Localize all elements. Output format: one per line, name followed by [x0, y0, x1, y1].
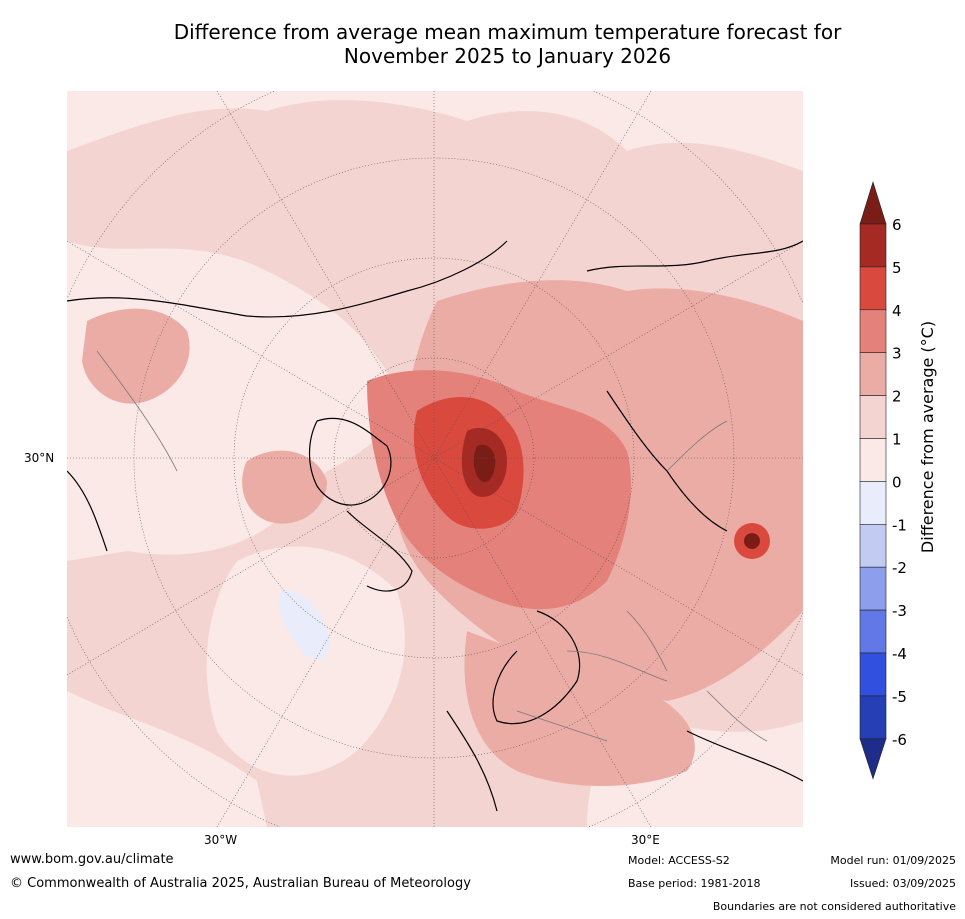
lon-label-30w: 30°W — [204, 833, 238, 847]
colorbar-tick-label: 5 — [892, 259, 902, 277]
colorbar-swatch — [859, 566, 887, 611]
colorbar-tick-label: 6 — [892, 216, 902, 234]
footer-model-run: Model run: 01/09/2025 — [830, 854, 956, 867]
footer-issued: Issued: 03/09/2025 — [849, 877, 956, 890]
colorbar-over-arrow — [859, 180, 887, 225]
forecast-map — [67, 91, 803, 827]
colorbar-tick-label: -6 — [892, 731, 907, 749]
colorbar-swatch — [859, 652, 887, 697]
colorbar-swatch — [859, 395, 887, 439]
colorbar-swatch — [859, 266, 887, 311]
footer-copyright: © Commonwealth of Australia 2025, Austra… — [10, 876, 471, 891]
colorbar-under-arrow — [859, 738, 887, 780]
colorbar-swatch — [859, 309, 887, 354]
colorbar-blocks — [859, 180, 887, 780]
colorbar-swatch — [859, 438, 887, 482]
country-borders — [96, 350, 768, 742]
colorbar-tick-label: 1 — [892, 431, 902, 449]
anomaly-1-2-zone-europe — [464, 631, 695, 786]
anomaly-1-2-zone-west — [82, 308, 327, 524]
colorbar-tick-label: 3 — [892, 345, 902, 363]
footer-model: Model: ACCESS-S2 — [628, 854, 730, 867]
lon-label-30e: 30°E — [631, 833, 660, 847]
anomaly-0-1-zone-atlantic — [206, 546, 405, 776]
colorbar-tick-label: -2 — [892, 559, 907, 577]
colorbar-ticks: 6 5 4 3 2 1 0 -1 -2 -3 -4 -5 -6 — [892, 216, 907, 749]
footer-boundaries: Boundaries are not considered authoritat… — [712, 900, 956, 913]
colorbar-swatch — [859, 695, 887, 740]
anomaly-0-1-zone-top — [67, 91, 803, 171]
map-title: Difference from average mean maximum tem… — [90, 20, 925, 68]
anomaly-cool-patch-atlantic — [278, 590, 330, 660]
colorbar-swatch — [859, 523, 887, 568]
graticule — [67, 91, 803, 827]
anomaly-hotspot-east-core — [744, 533, 760, 549]
colorbar-tick-label: -4 — [892, 645, 907, 663]
colorbar-swatch — [859, 352, 887, 396]
colorbar: 6 5 4 3 2 1 0 -1 -2 -3 -4 -5 -6 Difference from aver… — [859, 180, 937, 780]
title-line-2: November 2025 to January 2026 — [343, 44, 672, 68]
colorbar-tick-label: 4 — [892, 302, 902, 320]
footer-url[interactable]: www.bom.gov.au/climate — [10, 852, 174, 867]
lat-label-30n: 30°N — [24, 451, 55, 465]
colorbar-tick-label: 0 — [892, 473, 902, 491]
colorbar-swatch — [859, 223, 887, 268]
footer-base-period: Base period: 1981-2018 — [628, 877, 761, 890]
colorbar-tick-label: -1 — [892, 516, 907, 534]
colorbar-tick-label: -3 — [892, 602, 907, 620]
colorbar-swatch — [859, 609, 887, 654]
colorbar-tick-label: 2 — [892, 388, 902, 406]
anomaly-over-5-zone — [473, 444, 496, 483]
colorbar-label: Difference from average (°C) — [918, 321, 937, 553]
colorbar-tick-label: -5 — [892, 688, 907, 706]
colorbar-swatch — [859, 481, 887, 525]
title-line-1: Difference from average mean maximum tem… — [173, 20, 842, 44]
